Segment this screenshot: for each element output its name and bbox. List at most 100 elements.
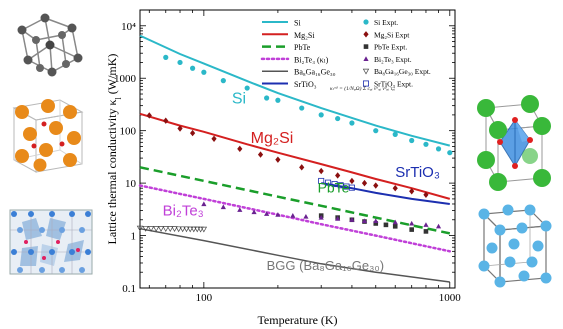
data-point (409, 137, 415, 144)
si-crystal-illustration (17, 13, 83, 77)
curve-labels: Si Mg₂Si PbTe SrTiO₃ Bi₂Te₃ BGG (Ba₈Ga₁₆Ge₃₀) (163, 90, 440, 273)
series-line-bi2te3-l (138, 184, 452, 253)
series-line-mg2si (139, 112, 451, 200)
srtio3-crystal-illustration (477, 95, 551, 191)
data-point (190, 129, 196, 137)
y-axis-label-main: Lattice thermal conductivity κ (105, 99, 119, 244)
legend-label: PbTe (294, 43, 311, 52)
data-point (299, 164, 305, 171)
data-point (146, 112, 152, 119)
data-point (211, 135, 217, 142)
y-tick-label: 10 (125, 178, 137, 190)
data-point (383, 222, 389, 228)
legend-label: PbTe Expt. (374, 43, 407, 52)
data-point (423, 191, 429, 198)
legend-label: SrTiO₃ Expt. (374, 80, 413, 89)
data-point (190, 226, 197, 233)
legend-label: Bi₂Te₃ Expt. (374, 55, 412, 64)
experimental-markers (136, 54, 453, 234)
data-point (264, 211, 270, 216)
data-point (177, 59, 183, 66)
curve-label-bgg-ba-ga-ge: BGG (Ba₈Ga₁₆Ge₃₀) (267, 258, 384, 273)
legend-marker (363, 19, 369, 25)
data-point (163, 54, 169, 60)
x-tick-label: 1000 (439, 292, 462, 304)
data-point (392, 219, 398, 225)
legend-marker (363, 31, 369, 38)
data-point (373, 221, 379, 226)
bgg-crystal-illustration (478, 204, 552, 288)
data-point (447, 150, 453, 156)
data-point (220, 78, 226, 84)
legend-marker (362, 68, 370, 75)
expt-series-mg2si-expt (146, 112, 429, 198)
data-point (175, 226, 182, 233)
data-point (167, 226, 174, 233)
expt-series-ba8ga16ge30-expt (136, 225, 208, 233)
data-point (136, 225, 144, 232)
data-point (264, 95, 270, 101)
x-tick-label: 100 (196, 292, 213, 304)
data-point (251, 209, 257, 215)
x-axis-label: Temperature (K) (257, 313, 337, 327)
data-point (318, 177, 325, 184)
data-point (147, 226, 155, 232)
curve-label-mg-si: Mg₂Si (251, 130, 294, 147)
data-point (337, 182, 344, 189)
data-point (200, 226, 208, 233)
data-point (152, 226, 160, 232)
data-point (177, 125, 183, 132)
plot-frame (139, 9, 456, 289)
data-point (201, 69, 207, 75)
y-axis-label-subscript: l (114, 96, 123, 99)
y-tick-label: 0.1 (122, 283, 136, 295)
legend-label: Mg₂Si Expt (374, 30, 410, 39)
data-point (335, 115, 341, 122)
y-axis-label: Lattice thermal conductivity κl (W/mK) (105, 54, 123, 245)
data-point (162, 226, 169, 233)
series-line-srtio3 (321, 182, 450, 205)
data-point (257, 151, 264, 158)
data-point (299, 105, 305, 111)
data-point (290, 213, 296, 218)
series-line-pbte (139, 166, 451, 235)
curve-label-si: Si (232, 90, 246, 107)
data-point (392, 131, 398, 137)
data-point (187, 226, 194, 233)
data-point (409, 227, 414, 232)
y-tick-label: 10⁴ (121, 21, 136, 33)
data-point (197, 226, 204, 233)
layered-crystal-illustration (9, 209, 93, 275)
data-point (423, 229, 429, 234)
data-point (194, 226, 201, 233)
expt-series-srtio3-expt (318, 177, 355, 191)
data-point (244, 85, 250, 91)
data-point (373, 182, 379, 189)
data-point (409, 188, 415, 195)
data-point (171, 226, 178, 233)
y-tick-label: 100 (120, 126, 137, 138)
data-point (392, 224, 398, 229)
legend-label: Si (294, 19, 301, 28)
legend: Si Mg₂Si PbTe Bi₂Te₃ (κₗ) Ba₈Ga₁₆Ge₃₀ SrTiO₃ S… (260, 18, 431, 89)
data-point (409, 220, 415, 226)
data-point (349, 120, 355, 126)
kappa-formula: κₗᵅᵝ = (1/NᵩΩ) Σ cᵩᵢ vᵅᵩᵢ vᵝᵩᵢ τᵩᵢ (330, 85, 395, 92)
data-point (201, 201, 207, 207)
data-point (275, 97, 281, 103)
legend-marker (363, 56, 369, 61)
data-point (325, 179, 332, 186)
curve-label-srtio: SrTiO₃ (395, 164, 440, 181)
series-line-ba8ga16ge30 (139, 227, 450, 283)
axes: 0.1 1 10 100 1000 10⁴ 100 1000 (114, 9, 462, 304)
data-point (423, 222, 429, 227)
thermal-conductivity-chart: 0.1 1 10 100 1000 10⁴ 100 1000 Si Mg₂Si PbTe SrTiO… (105, 9, 462, 327)
legend-label: Mg₂Si (294, 31, 315, 40)
data-point (275, 156, 281, 163)
legend-marker (362, 80, 369, 87)
data-point (361, 179, 368, 187)
data-point (237, 207, 243, 212)
data-point (349, 217, 355, 222)
legend-label: Ba₈Ga₁₆Ge₃₀ Expt. (374, 67, 431, 76)
